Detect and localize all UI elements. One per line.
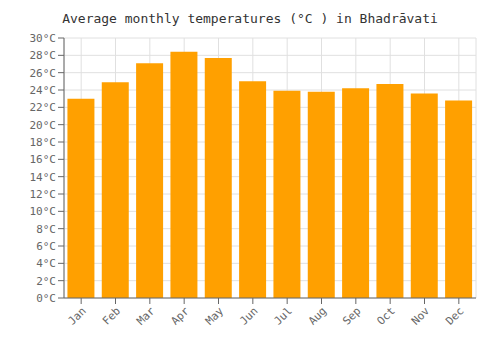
svg-text:Nov: Nov [409,304,433,328]
svg-text:Jul: Jul [272,304,295,327]
svg-text:8°C: 8°C [36,223,56,236]
svg-text:4°C: 4°C [36,257,56,270]
svg-text:Jan: Jan [66,304,89,327]
svg-text:18°C: 18°C [30,136,57,149]
svg-text:22°C: 22°C [30,101,57,114]
svg-text:26°C: 26°C [30,67,57,80]
svg-text:6°C: 6°C [36,240,56,253]
svg-text:May: May [203,304,227,328]
svg-text:Sep: Sep [340,304,363,327]
svg-text:Jun: Jun [237,304,260,327]
svg-text:Feb: Feb [100,304,123,327]
svg-text:30°C: 30°C [30,32,57,45]
svg-text:16°C: 16°C [30,153,57,166]
svg-text:20°C: 20°C [30,119,57,132]
svg-text:Dec: Dec [443,304,466,327]
svg-text:2°C: 2°C [36,275,56,288]
svg-text:Oct: Oct [375,304,398,327]
svg-text:12°C: 12°C [30,188,57,201]
svg-text:Mar: Mar [134,304,158,328]
svg-text:14°C: 14°C [30,171,57,184]
svg-text:0°C: 0°C [36,292,56,305]
svg-text:24°C: 24°C [30,84,57,97]
svg-text:Aug: Aug [306,304,329,327]
svg-text:10°C: 10°C [30,205,57,218]
svg-text:Apr: Apr [169,304,193,328]
html-text:Average monthly temperatures (: Average monthly temperatures (°C ) in Bh… [62,11,438,26]
svg-text:28°C: 28°C [30,49,57,62]
